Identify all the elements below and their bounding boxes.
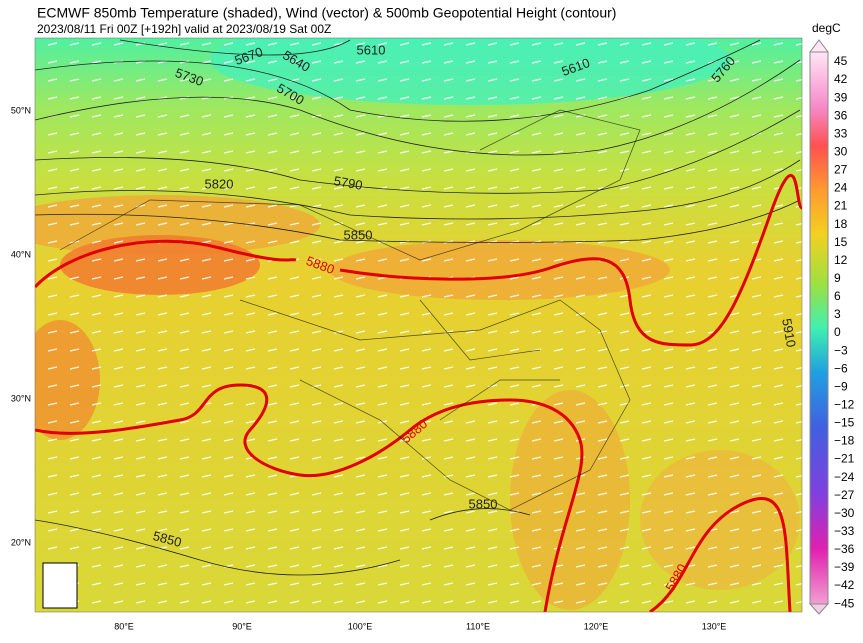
colorbar-label: 42: [834, 72, 848, 86]
lon-label: 90°E: [232, 621, 252, 631]
title: ECMWF 850mb Temperature (shaded), Wind (…: [37, 5, 616, 21]
colorbar-label: −15: [834, 416, 855, 430]
lat-label: 30°N: [11, 393, 31, 403]
colorbar-label: 24: [834, 181, 848, 195]
lat-label: 40°N: [11, 249, 31, 259]
contour-label: 5610: [357, 42, 386, 57]
colorbar-label: 18: [834, 217, 848, 231]
lon-label: 130°E: [702, 621, 727, 631]
colorbar-label: −30: [834, 506, 855, 520]
colorbar-label: −36: [834, 542, 855, 556]
colorbar-label: 3: [834, 307, 841, 321]
colorbar-label: 30: [834, 145, 848, 159]
colorbar-label: 21: [834, 199, 848, 213]
colorbar-label: −3: [834, 343, 848, 357]
colorbar-label: −39: [834, 560, 855, 574]
colorbar-label: −27: [834, 488, 855, 502]
lon-label: 80°E: [114, 621, 134, 631]
colorbar-label: −45: [834, 596, 855, 610]
colorbar-label: 27: [834, 163, 848, 177]
colorbar-label: −6: [834, 361, 848, 375]
colorbar-label: 12: [834, 253, 848, 267]
colorbar-label: 36: [834, 108, 848, 122]
colorbar-unit: degC: [812, 21, 841, 35]
contour-label: 5850: [344, 227, 373, 242]
colorbar-bottom: [808, 603, 830, 615]
lon-label: 110°E: [466, 621, 490, 631]
colorbar-label: −18: [834, 434, 855, 448]
map-frame: [34, 37, 803, 613]
colorbar-label: 45: [834, 54, 848, 68]
lat-label: 50°N: [11, 105, 31, 115]
lon-label: 100°E: [348, 621, 373, 631]
colorbar-label: −42: [834, 578, 855, 592]
colorbar-label: 33: [834, 126, 848, 140]
colorbar-top: [809, 39, 829, 53]
colorbar-label: −12: [834, 398, 855, 412]
contour-label: 5790: [333, 173, 364, 193]
contour-label: 5850: [151, 528, 183, 550]
colorbar-label: 0: [834, 325, 841, 339]
colorbar-label: −9: [834, 379, 848, 393]
map: [35, 38, 802, 612]
lat-label: 20°N: [11, 537, 31, 547]
contour-label: 5910: [779, 317, 799, 348]
colorbar-label: 15: [834, 235, 848, 249]
colorbar-label: 6: [834, 289, 841, 303]
colorbar-label: −33: [834, 524, 855, 538]
subtitle: 2023/08/11 Fri 00Z [+192h] valid at 2023…: [37, 22, 331, 36]
colorbar: [809, 51, 829, 605]
colorbar-label: 39: [834, 90, 848, 104]
contour-label: 5820: [205, 176, 234, 191]
contour-label: 5850: [469, 496, 498, 511]
colorbar-label: −21: [834, 452, 855, 466]
colorbar-label: −24: [834, 470, 855, 484]
colorbar-label: 9: [834, 271, 841, 285]
lon-label: 120°E: [584, 621, 609, 631]
